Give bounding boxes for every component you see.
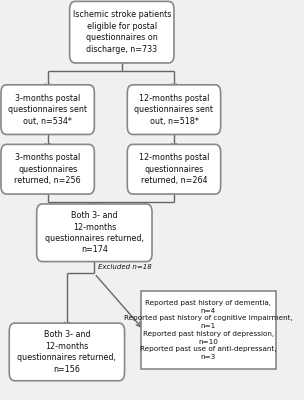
Text: 3-months postal
questionnaires
returned, n=256: 3-months postal questionnaires returned,… <box>14 153 81 185</box>
Text: Both 3- and
12-months
questionnaires returned,
n=174: Both 3- and 12-months questionnaires ret… <box>45 211 144 254</box>
FancyBboxPatch shape <box>141 291 275 369</box>
Text: Ischemic stroke patients
eligible for postal
questionnaires on
discharge, n=733: Ischemic stroke patients eligible for po… <box>73 10 171 54</box>
Text: Both 3- and
12-months
questionnaires returned,
n=156: Both 3- and 12-months questionnaires ret… <box>17 330 116 374</box>
Text: 12-months postal
questionnaires
returned, n=264: 12-months postal questionnaires returned… <box>139 153 209 185</box>
Text: Reported past history of dementia,
n=4
Reported past history of cognitive impair: Reported past history of dementia, n=4 R… <box>124 300 293 360</box>
FancyBboxPatch shape <box>37 204 152 262</box>
Text: 3-months postal
questionnaires sent
out, n=534*: 3-months postal questionnaires sent out,… <box>8 94 87 126</box>
Text: 12-months postal
questionnaires sent
out, n=518*: 12-months postal questionnaires sent out… <box>134 94 213 126</box>
FancyBboxPatch shape <box>70 1 174 63</box>
FancyBboxPatch shape <box>1 144 94 194</box>
FancyBboxPatch shape <box>1 85 94 134</box>
FancyBboxPatch shape <box>127 144 221 194</box>
FancyBboxPatch shape <box>9 323 125 381</box>
FancyBboxPatch shape <box>127 85 221 134</box>
Text: Excluded n=18: Excluded n=18 <box>98 264 152 270</box>
